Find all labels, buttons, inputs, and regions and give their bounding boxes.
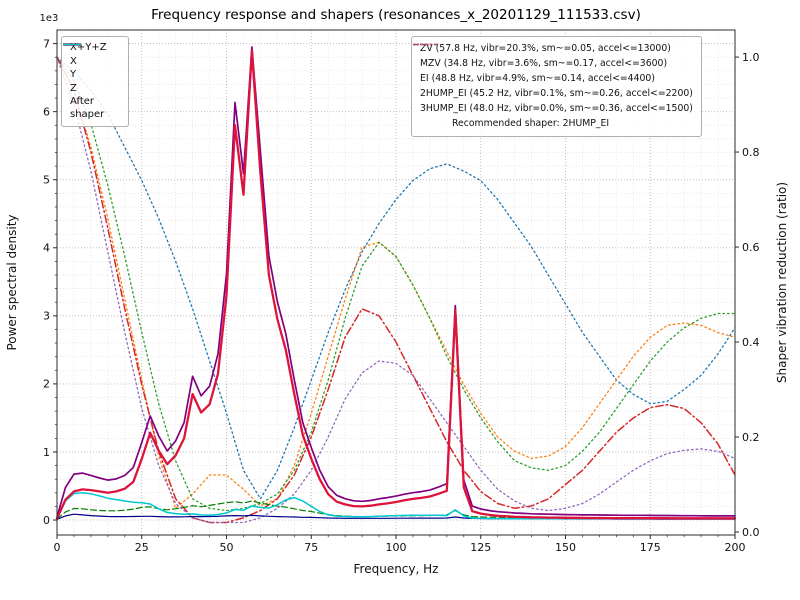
- legend-label: EI (48.8 Hz, vibr=4.9%, sm~=0.14, accel<…: [420, 73, 655, 84]
- tick-label-y-right: 0.6: [742, 241, 760, 254]
- tick-label-y-right: 0.0: [742, 526, 760, 539]
- tick-label-y-left: 5: [43, 174, 50, 187]
- legend-label: After shaper: [70, 96, 105, 120]
- legend-label: MZV (34.8 Hz, vibr=3.6%, sm~=0.17, accel…: [420, 58, 668, 69]
- legend-label: 3HUMP_EI (48.0 Hz, vibr=0.0%, sm~=0.36, …: [420, 103, 693, 114]
- tick-label-x: 0: [54, 541, 61, 554]
- legend-psd: X+Y+Z X Y Z After shaper: [61, 36, 129, 127]
- series-EI: [56, 56, 736, 512]
- tick-label-y-left: 2: [43, 378, 50, 391]
- tick-label-x: 125: [470, 541, 491, 554]
- y-axis-label-right: Shaper vibration reduction (ratio): [775, 182, 789, 383]
- tick-label-x: 25: [135, 541, 149, 554]
- tick-label-y-left: 1: [43, 446, 50, 459]
- legend-item-2hump-ei: 2HUMP_EI (45.2 Hz, vibr=0.1%, sm~=0.26, …: [413, 43, 693, 101]
- y-axis-label-left: Power spectral density: [5, 214, 19, 350]
- tick-label-y-right: 0.2: [742, 431, 760, 444]
- y-axis-offset-text: 1e3: [40, 13, 59, 24]
- series-X: [55, 49, 737, 520]
- tick-label-y-left: 0: [43, 514, 50, 527]
- legend-label: Z: [70, 82, 77, 94]
- tick-label-y-left: 3: [43, 310, 50, 323]
- legend-item-x: X: [63, 43, 120, 69]
- tick-label-y-left: 6: [43, 105, 50, 118]
- tick-label-x: 100: [386, 541, 407, 554]
- series-ZV: [56, 56, 736, 500]
- chart-title: Frequency response and shapers (resonanc…: [151, 7, 641, 23]
- legend-label: ZV (57.8 Hz, vibr=20.3%, sm~=0.05, accel…: [420, 43, 671, 54]
- legend-item-mzv: MZV (34.8 Hz, vibr=3.6%, sm~=0.17, accel…: [413, 43, 693, 71]
- legend-item-zv: ZV (57.8 Hz, vibr=20.3%, sm~=0.05, accel…: [413, 42, 693, 56]
- legend-label: Y: [70, 69, 77, 80]
- tick-label-x: 200: [725, 541, 746, 554]
- series-2HUMP_EI: [56, 56, 736, 524]
- legend-shapers: ZV (57.8 Hz, vibr=20.3%, sm~=0.05, accel…: [411, 36, 702, 137]
- series-3HUMP_EI: [56, 56, 736, 524]
- line-sample-2hump-ei: [413, 43, 437, 46]
- legend-item-z: Z: [63, 43, 120, 96]
- tick-label-x: 75: [304, 541, 318, 554]
- tick-label-y-right: 1.0: [742, 51, 760, 64]
- legend-recommended-shaper: Recommended shaper: 2HUMP_EI: [420, 117, 693, 131]
- tick-label-x: 150: [555, 541, 576, 554]
- legend-label: X: [70, 55, 77, 67]
- tick-label-x: 175: [640, 541, 661, 554]
- line-sample-after-shaper: [63, 43, 81, 46]
- tick-label-x: 50: [220, 541, 234, 554]
- legend-label: X+Y+Z: [70, 42, 107, 53]
- recommended-shaper-text: Recommended shaper: 2HUMP_EI: [452, 118, 610, 129]
- x-axis-label: Frequency, Hz: [354, 562, 439, 576]
- tick-label-y-right: 0.8: [742, 146, 760, 159]
- legend-item-ei: EI (48.8 Hz, vibr=4.9%, sm~=0.14, accel<…: [413, 43, 693, 86]
- tick-label-y-left: 7: [43, 37, 50, 50]
- tick-label-y-right: 0.4: [742, 336, 760, 349]
- line-sample-3hump-ei: [413, 43, 437, 46]
- tick-label-y-left: 4: [43, 242, 50, 255]
- legend-item-y: Y: [63, 43, 120, 82]
- series-X+Y+Z: [56, 46, 736, 518]
- legend-item-3hump-ei: 3HUMP_EI (48.0 Hz, vibr=0.0%, sm~=0.36, …: [413, 43, 693, 116]
- legend-item-after-shaper: After shaper: [63, 43, 120, 121]
- legend-label: 2HUMP_EI (45.2 Hz, vibr=0.1%, sm~=0.26, …: [420, 88, 693, 99]
